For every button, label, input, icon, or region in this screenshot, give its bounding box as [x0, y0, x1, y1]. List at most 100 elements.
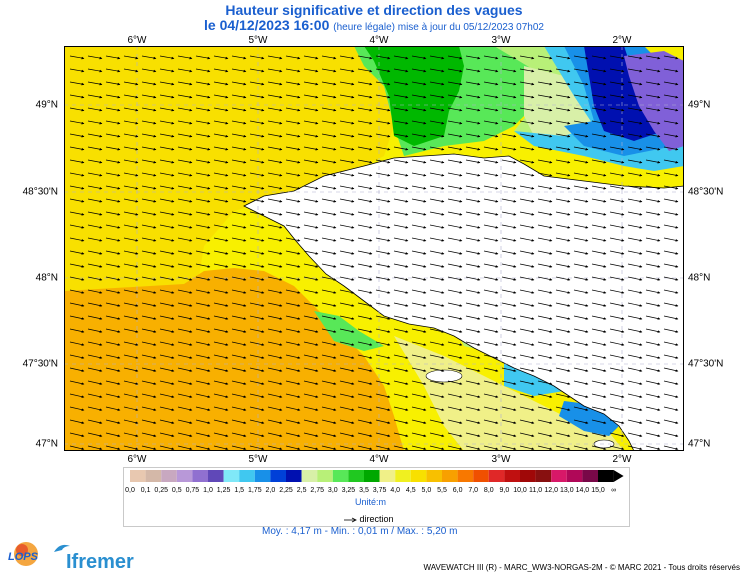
wave-direction-arrow [519, 211, 535, 216]
wave-direction-arrow [429, 250, 445, 255]
wave-direction-arrow [105, 263, 121, 268]
wave-direction-arrow [177, 94, 193, 99]
wave-direction-arrow [627, 211, 643, 216]
wave-direction-arrow [447, 211, 463, 216]
wave-direction-arrow [501, 133, 517, 138]
wave-direction-arrow [123, 367, 139, 372]
wave-direction-arrow [609, 289, 625, 294]
wave-direction-arrow [429, 133, 445, 138]
wave-direction-arrow [249, 107, 265, 112]
wave-direction-arrow [501, 341, 517, 346]
wave-direction-arrow [231, 289, 247, 294]
wave-direction-arrow [303, 55, 319, 60]
wave-direction-arrow [555, 328, 571, 333]
wave-direction-arrow [375, 94, 391, 99]
wave-direction-arrow [627, 393, 643, 398]
wave-direction-arrow [645, 172, 661, 177]
wave-direction-arrow [321, 276, 337, 281]
wave-direction-arrow [483, 432, 499, 438]
wave-direction-arrow [141, 224, 157, 229]
wave-direction-arrow [429, 445, 445, 451]
wave-direction-arrow [249, 120, 265, 125]
wave-direction-arrow [123, 419, 139, 425]
wave-direction-arrow [195, 172, 211, 177]
wave-direction-arrow [267, 224, 283, 229]
wave-direction-arrow [429, 328, 445, 333]
wave-direction-arrow [501, 68, 517, 73]
wave-direction-arrow [465, 81, 481, 86]
wave-direction-arrow [177, 237, 193, 242]
wave-direction-arrow [627, 341, 643, 346]
wave-direction-arrow [285, 341, 301, 346]
wave-direction-arrow [177, 250, 193, 255]
wave-direction-arrow [375, 445, 391, 451]
wave-direction-arrow [375, 68, 391, 73]
wave-direction-arrow [429, 172, 445, 177]
wave-direction-arrow [321, 81, 337, 86]
wave-direction-arrow [231, 328, 247, 333]
wave-direction-arrow [213, 120, 229, 125]
wave-direction-arrow [303, 211, 319, 216]
wave-direction-arrow [609, 211, 625, 216]
colorbar-swatch [161, 470, 177, 482]
wave-direction-arrow [375, 185, 391, 190]
wave-direction-arrow [357, 341, 373, 346]
wave-direction-arrow [213, 237, 229, 242]
wave-direction-arrow [375, 354, 391, 359]
wave-direction-arrow [303, 107, 319, 112]
wave-direction-arrow [645, 289, 661, 294]
wave-direction-arrow [627, 445, 643, 451]
wave-direction-arrow [249, 185, 265, 190]
lat-label-right: 47°30'N [688, 358, 724, 370]
wave-direction-arrow [123, 315, 139, 320]
wave-direction-arrow [321, 224, 337, 229]
wave-direction-arrow [267, 107, 283, 112]
wave-direction-arrow [87, 94, 103, 99]
wave-direction-arrow [69, 198, 85, 203]
wave-direction-arrow [159, 341, 175, 346]
wave-direction-arrow [663, 393, 679, 398]
wave-direction-arrow [141, 406, 157, 412]
wave-direction-arrow [555, 250, 571, 255]
wave-direction-arrow [105, 211, 121, 216]
wave-direction-arrow [123, 432, 139, 438]
wave-direction-arrow [663, 198, 679, 203]
wave-direction-arrow [591, 393, 607, 398]
wave-direction-arrow [555, 224, 571, 229]
wave-direction-arrow [609, 68, 625, 73]
wave-direction-arrow [465, 94, 481, 99]
colorbar-swatch [270, 470, 286, 482]
wave-direction-arrow [645, 68, 661, 73]
wave-direction-arrow [123, 211, 139, 216]
wave-direction-arrow [303, 81, 319, 86]
wave-direction-arrow [195, 419, 211, 425]
wave-direction-arrow [483, 302, 499, 307]
wave-direction-arrow [141, 445, 157, 451]
wave-direction-arrow [249, 432, 265, 438]
wave-direction-arrow [609, 250, 625, 255]
wave-direction-arrow [501, 276, 517, 281]
wave-direction-arrow [249, 133, 265, 138]
wave-direction-arrow [141, 419, 157, 425]
wave-direction-arrow [159, 367, 175, 372]
colorbar-tick-label: 2,0 [265, 487, 276, 494]
wave-direction-arrow [465, 263, 481, 268]
wave-direction-arrow [375, 211, 391, 216]
wave-direction-arrow [573, 406, 589, 412]
wave-direction-arrow [87, 250, 103, 255]
wave-direction-arrow [537, 289, 553, 294]
wave-direction-arrow [591, 367, 607, 372]
wave-direction-arrow [465, 224, 481, 229]
wave-direction-arrow [105, 224, 121, 229]
wave-direction-arrow [105, 55, 121, 60]
wave-direction-arrow [573, 432, 589, 438]
wave-direction-arrow [267, 341, 283, 346]
wave-direction-arrow [519, 276, 535, 281]
wave-direction-arrow [609, 146, 625, 151]
lat-label-right: 48°N [688, 272, 711, 284]
wave-direction-arrow [249, 393, 265, 398]
wave-direction-arrow [411, 432, 427, 438]
wave-direction-arrow [627, 172, 643, 177]
island-belle-ile [425, 369, 463, 383]
wave-direction-arrow [627, 250, 643, 255]
